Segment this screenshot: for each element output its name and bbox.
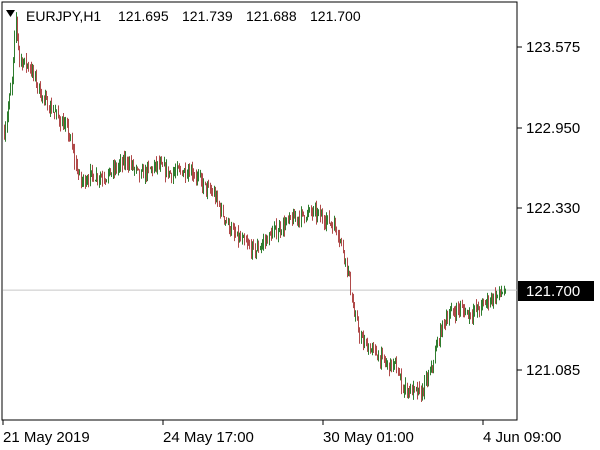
x-tick-label-0: 21 May 2019	[3, 429, 90, 446]
ohlc-bars	[4, 12, 506, 402]
current-price-tag: 121.700	[518, 281, 594, 301]
ohlc-close: 121.700	[310, 8, 361, 24]
x-tick-label-2: 30 May 01:00	[323, 429, 414, 446]
x-tick-label-3: 4 Jun 09:00	[483, 429, 561, 446]
price-axis: 123.575 122.950 122.330 121.085	[517, 39, 580, 379]
triangle-down-icon[interactable]	[6, 10, 15, 17]
y-tick-label-0: 123.575	[526, 39, 580, 56]
current-price-label: 121.700	[526, 283, 580, 300]
time-axis: 21 May 2019 24 May 17:00 30 May 01:00 4 …	[2, 420, 561, 446]
current-price-tag-bg	[518, 281, 594, 301]
symbol-label: EURJPY,H1	[26, 8, 101, 24]
y-tick-label-2: 122.330	[526, 200, 580, 217]
plot-frame	[1, 1, 518, 421]
ohlc-low: 121.688	[246, 8, 297, 24]
x-tick-label-1: 24 May 17:00	[163, 429, 254, 446]
y-tick-label-3: 121.085	[526, 362, 580, 379]
chart-header: EURJPY,H1 121.695 121.739 121.688 121.70…	[6, 8, 361, 24]
y-tick-label-1: 122.950	[526, 120, 580, 137]
ohlc-high: 121.739	[182, 8, 233, 24]
ohlc-open: 121.695	[118, 8, 169, 24]
